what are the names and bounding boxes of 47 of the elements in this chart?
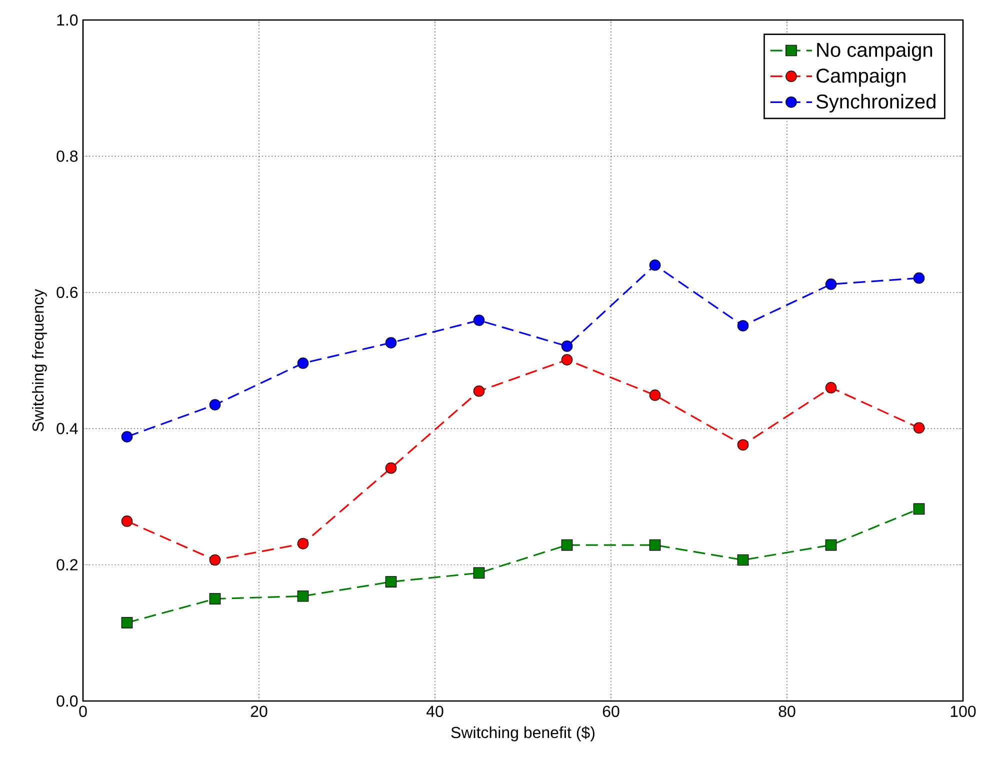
- point: [209, 399, 221, 410]
- x-tick-label: 100: [950, 706, 976, 718]
- point: [913, 503, 925, 515]
- y-axis-title: Switching frequency: [32, 288, 47, 432]
- y-tick-label: 0.6: [56, 286, 78, 298]
- point: [121, 431, 133, 442]
- x-tick-label: 60: [602, 706, 620, 718]
- y-tick-label: 0.2: [56, 559, 78, 570]
- x-tick-label: 40: [426, 706, 444, 718]
- legend-label: Synchronized: [816, 94, 936, 113]
- legend-label: Campaign: [816, 68, 906, 87]
- point: [385, 337, 397, 348]
- point: [737, 439, 749, 451]
- point: [209, 554, 221, 566]
- x-axis-title: Switching benefit ($): [451, 726, 594, 742]
- point: [385, 462, 397, 474]
- point: [737, 320, 749, 332]
- point: [825, 278, 837, 290]
- point: [297, 538, 309, 550]
- point: [297, 358, 309, 369]
- point: [913, 422, 925, 434]
- y-tick-label: 1.0: [57, 14, 78, 26]
- point: [385, 576, 397, 588]
- point: [473, 385, 485, 397]
- point: [825, 539, 837, 551]
- point: [473, 314, 485, 326]
- point: [561, 539, 573, 551]
- x-tick-label: 20: [250, 706, 268, 718]
- point: [649, 539, 661, 551]
- point: [649, 390, 661, 401]
- point: [209, 593, 221, 604]
- point: [121, 516, 133, 527]
- x-tick-label: 80: [778, 706, 796, 718]
- point: [297, 590, 309, 602]
- point: [913, 272, 925, 284]
- point: [825, 382, 837, 394]
- y-tick-label: 0.0: [56, 695, 78, 707]
- y-tick-label: 0.4: [56, 422, 78, 434]
- point: [561, 340, 573, 352]
- point: [649, 259, 661, 271]
- point: [121, 617, 133, 628]
- x-tick-label: 0: [79, 706, 87, 718]
- point: [561, 354, 573, 366]
- point: [737, 554, 749, 566]
- point: [473, 567, 485, 579]
- y-tick-label: 0.8: [56, 150, 78, 162]
- legend-label: No campaign: [817, 42, 932, 61]
